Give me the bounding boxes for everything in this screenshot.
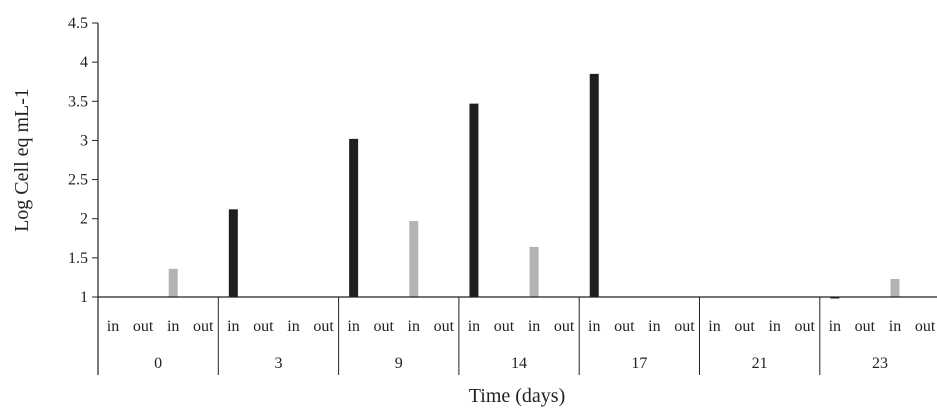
y-tick-label: 3.5 [68,93,88,110]
y-tick-label: 2 [80,211,88,228]
x-category-label: 23 [872,355,888,372]
bar-day-23-s1 [890,278,900,297]
x-subcategory-label: out [554,318,575,335]
x-subcategory-label: out [193,318,214,335]
x-subcategory-label: in [528,318,540,335]
y-tick-label: 2.5 [68,172,88,189]
x-subcategory-label: in [468,318,480,335]
x-subcategory-label: in [227,318,239,335]
bar-layer [168,73,900,299]
x-subcategory-label: out [614,318,635,335]
x-subcategory-label: out [434,318,455,335]
x-category-label: 9 [395,355,403,372]
x-subcategory-label: out [133,318,154,335]
x-category-label: 21 [752,355,768,372]
x-subcategory-label: out [855,318,876,335]
x-subcategory-label: in [648,318,660,335]
x-subcategory-label: out [373,318,394,335]
x-subcategory-label: in [588,318,600,335]
x-axis-title: Time (days) [469,385,565,407]
y-tick-label: 1.5 [68,250,88,267]
bar-day-14-s0 [469,103,479,298]
x-subcategory-label: in [408,318,420,335]
x-category-label: 17 [631,355,647,372]
x-subcategory-label: in [708,318,720,335]
bar-day-3-s0 [228,209,238,297]
x-subcategory-label: in [287,318,299,335]
x-subcategory-label: out [494,318,515,335]
x-category-label: 3 [274,355,282,372]
x-subcategory-label: in [829,318,841,335]
x-subcategory-label: out [915,318,936,335]
x-subcategory-label: out [795,318,816,335]
y-tick-label: 3 [80,132,88,149]
bar-day-9-s1 [409,221,419,297]
x-subcategory-label: in [167,318,179,335]
x-subcategory-label: in [768,318,780,335]
x-subcategory-label: in [347,318,359,335]
y-tick-label: 1 [80,289,88,306]
bar-day-9-s0 [349,138,359,297]
x-subcategory-label: out [253,318,274,335]
y-axis-title: Log Cell eq mL-1 [11,88,33,232]
y-tick-label: 4.5 [68,15,88,32]
x-subcategory-label: out [313,318,334,335]
x-category-label: 0 [154,355,162,372]
x-subcategory-label: in [889,318,901,335]
x-subcategory-label: in [107,318,119,335]
x-subcategory-label: out [674,318,695,335]
bar-day-23-s0 [830,297,840,299]
bar-day-14-s1 [529,246,539,297]
axis-lines [97,23,937,375]
bar-day-0-s1 [168,268,178,297]
x-category-label: 14 [511,355,527,372]
bar-day-17-s0 [589,73,599,297]
y-axis-ticks: 1 1.5 2 2.5 3 3.5 4 4.5 [68,15,98,306]
y-tick-label: 4 [80,54,88,71]
x-subcategory-label: out [734,318,755,335]
